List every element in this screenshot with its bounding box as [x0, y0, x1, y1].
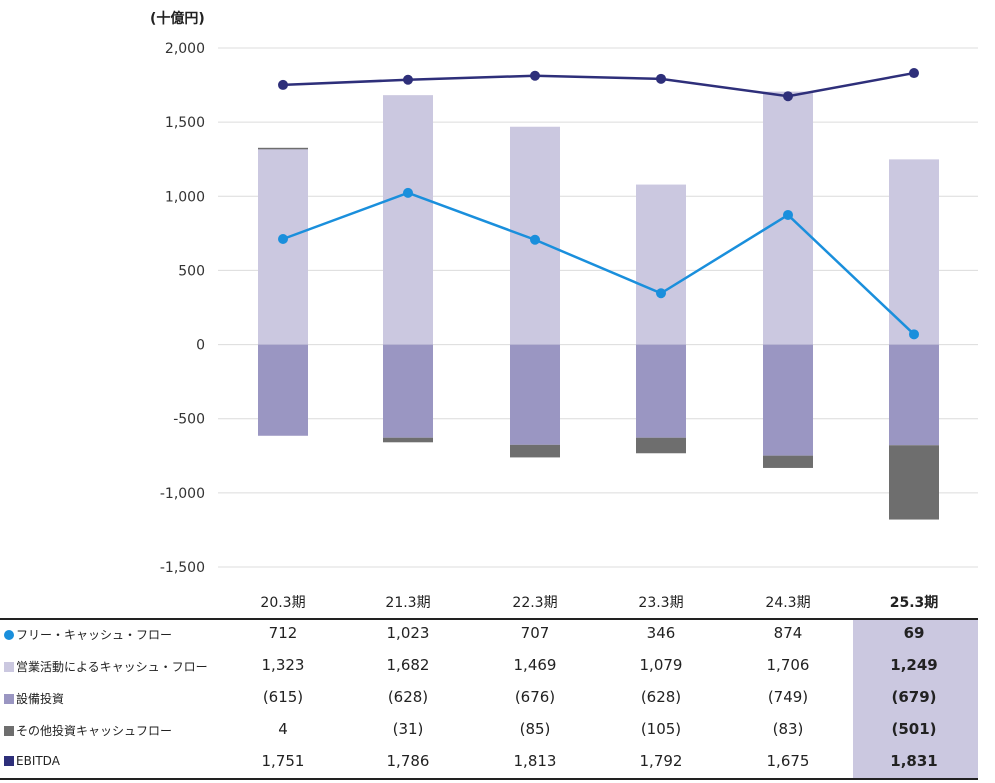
bar-other-investing-cf	[636, 437, 686, 454]
legend-text: 設備投資	[16, 692, 65, 706]
free-cash-flow-line	[282, 191, 915, 336]
table-cell: 1,751	[261, 752, 305, 770]
legend-label: EBITDA	[4, 754, 60, 768]
table-cell: 1,831	[890, 752, 938, 770]
bar-capex	[258, 344, 308, 436]
table-cell: 707	[520, 624, 550, 642]
table-cell: (749)	[767, 688, 809, 706]
ebitda-point	[656, 73, 666, 84]
bar-operating-cf	[889, 159, 939, 345]
table-rule	[0, 778, 978, 780]
y-tick-label: 500	[178, 263, 205, 279]
free-cash-flow-point	[278, 233, 288, 244]
table-cell: 1,675	[766, 752, 810, 770]
table-cell: 1,023	[386, 624, 430, 642]
legend-label: その他投資キャッシュフロー	[4, 722, 172, 739]
table-cell: (83)	[772, 720, 804, 738]
legend-marker-icon	[4, 726, 14, 736]
bar-capex	[763, 344, 813, 456]
legend-text: 営業活動によるキャッシュ・フロー	[16, 660, 208, 674]
legend-text: フリー・キャッシュ・フロー	[16, 628, 173, 642]
bar-capex	[889, 344, 939, 446]
ebitda-point	[909, 68, 919, 79]
bar-other-investing-cf	[258, 147, 308, 150]
table-cell: 1,249	[890, 656, 938, 674]
y-tick-label: 2,000	[165, 41, 205, 57]
table-row: 設備投資 (615) (628) (676) (628) (749) (679)	[0, 682, 978, 714]
table-cell: (628)	[387, 688, 429, 706]
category-label: 24.3期	[765, 595, 811, 611]
category-label: 20.3期	[260, 595, 306, 611]
ebitda-point	[278, 79, 288, 90]
table-cell: 1,323	[261, 656, 305, 674]
category-label: 25.3期	[889, 595, 939, 611]
free-cash-flow-point	[656, 288, 666, 299]
ebitda-line	[282, 71, 915, 98]
legend-marker-icon	[4, 694, 14, 704]
table-row: EBITDA 1,751 1,786 1,813 1,792 1,675 1,831	[0, 746, 978, 778]
table-cell: 712	[268, 624, 298, 642]
table-cell: 1,706	[766, 656, 810, 674]
legend-text: EBITDA	[16, 754, 60, 768]
highlight-column	[853, 618, 978, 778]
legend-marker-icon	[4, 756, 14, 766]
table-cell: 1,813	[513, 752, 557, 770]
table-cell: (628)	[640, 688, 682, 706]
ebitda-point	[530, 70, 540, 81]
table-cell: 69	[903, 624, 925, 642]
table-cell: 1,792	[639, 752, 683, 770]
free-cash-flow-point	[530, 234, 540, 245]
table-cell: 4	[278, 720, 288, 738]
bar-other-investing-cf	[383, 437, 433, 443]
bar-capex	[510, 344, 560, 445]
table-row: その他投資キャッシュフロー 4 (31) (85) (105) (83) (501)	[0, 714, 978, 746]
y-tick-label: -1,000	[160, 486, 205, 502]
table-cell: (676)	[514, 688, 556, 706]
table-rule	[0, 618, 978, 620]
table-cell: (31)	[392, 720, 424, 738]
unit-label: (十億円)	[150, 11, 205, 27]
legend-marker-icon	[4, 630, 14, 640]
table-cell: (679)	[891, 688, 937, 706]
bar-other-investing-cf	[763, 455, 813, 468]
free-cash-flow-point	[909, 329, 919, 340]
bar-other-investing-cf	[510, 444, 560, 458]
table-row: フリー・キャッシュ・フロー 712 1,023 707 346 874 69	[0, 618, 978, 650]
ebitda-point	[783, 91, 793, 102]
free-cash-flow-point	[783, 209, 793, 220]
ebitda-point	[403, 74, 413, 85]
legend-label: 設備投資	[4, 690, 64, 707]
category-label: 22.3期	[512, 595, 558, 611]
table-row: 営業活動によるキャッシュ・フロー 1,323 1,682 1,469 1,079 1,70…	[0, 650, 978, 682]
bar-capex	[383, 344, 433, 438]
category-label: 21.3期	[385, 595, 431, 611]
table-cell: (85)	[519, 720, 551, 738]
table-cell: (501)	[891, 720, 937, 738]
cash-flow-chart: 2,000 1,500 1,000 500 0 -500 -1,000 -1,500	[160, 41, 978, 576]
table-cell: (615)	[262, 688, 304, 706]
bar-operating-cf	[258, 148, 308, 345]
y-tick-label: 1,000	[165, 189, 205, 205]
table-cell: 346	[646, 624, 676, 642]
table-cell: (105)	[640, 720, 682, 738]
y-tick-label: 0	[196, 338, 205, 354]
category-label: 23.3期	[638, 595, 684, 611]
y-tick-label: -500	[173, 412, 205, 428]
legend-marker-icon	[4, 662, 14, 672]
free-cash-flow-point	[403, 187, 413, 198]
legend-text: その他投資キャッシュフロー	[16, 724, 173, 738]
bar-capex	[636, 344, 686, 438]
legend-label: 営業活動によるキャッシュ・フロー	[4, 658, 208, 675]
table-cell: 874	[773, 624, 803, 642]
y-tick-label: -1,500	[160, 560, 205, 576]
bar-operating-cf	[383, 95, 433, 345]
table-cell: 1,079	[639, 656, 683, 674]
table-cell: 1,469	[513, 656, 557, 674]
bar-operating-cf	[636, 184, 686, 345]
bar-other-investing-cf	[889, 445, 939, 520]
legend-label: フリー・キャッシュ・フロー	[4, 626, 172, 643]
y-tick-label: 1,500	[165, 115, 205, 131]
table-cell: 1,786	[386, 752, 430, 770]
table-cell: 1,682	[386, 656, 430, 674]
